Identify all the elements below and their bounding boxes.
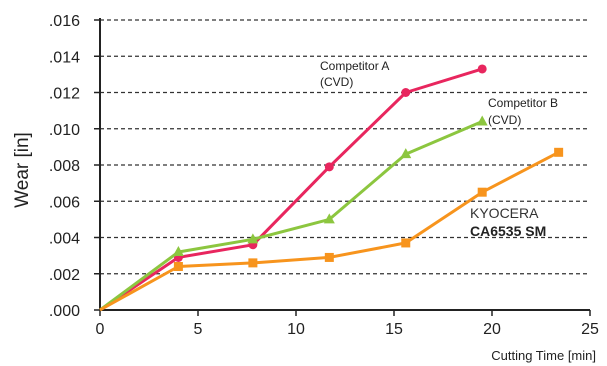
y-tick-labels: .000 .002 .004 .006 .008 .010 .012 .014 .016: [49, 13, 80, 320]
data-point-kyocera: [173, 262, 183, 271]
y-tick-label: .008: [49, 158, 80, 175]
data-point-competitor-b: [172, 246, 184, 256]
x-tick-label: 20: [483, 321, 501, 338]
grid-lines: [100, 19, 590, 275]
y-tick-label: .006: [49, 194, 80, 211]
data-point-competitor-b: [400, 148, 412, 159]
data-point-kyocera: [477, 187, 487, 197]
series-label-competitor-a: Competitor A: [320, 59, 389, 73]
data-point-kyocera: [554, 147, 564, 157]
y-axis-title: Wear [in]: [12, 132, 33, 208]
data-point-competitor-a: [401, 88, 411, 97]
series-line-competitor-a: [99, 67, 483, 312]
x-axis-title: Cutting Time [min]: [491, 348, 596, 363]
series-line-competitor-b: [99, 120, 483, 312]
data-point-competitor-b: [476, 115, 488, 126]
data-point-kyocera: [248, 258, 258, 268]
series-lines: [99, 64, 564, 312]
x-tick-label: 15: [385, 321, 403, 338]
y-tick-label: .016: [49, 13, 80, 30]
axes: [94, 18, 591, 316]
data-point-kyocera: [324, 252, 334, 262]
x-tick-label: 25: [581, 321, 599, 338]
series-label-competitor-b-sub: (CVD): [488, 113, 521, 127]
series-label-kyocera: KYOCERA: [470, 205, 539, 221]
y-tick-label: .014: [49, 49, 80, 66]
series-label-competitor-a-sub: (CVD): [320, 75, 353, 89]
series-label-competitor-b: Competitor B: [488, 96, 558, 110]
y-tick-label: .004: [49, 231, 80, 248]
data-point-competitor-b: [323, 213, 335, 224]
series-label-kyocera-grade: CA6535 SM: [470, 223, 546, 239]
x-tick-label: 5: [194, 321, 203, 338]
data-point-competitor-b: [247, 233, 259, 244]
y-tick-label: .012: [49, 86, 80, 103]
x-tick-labels: 0 5 10 15 20 25: [96, 321, 599, 338]
data-point-competitor-a: [324, 162, 334, 172]
y-tick-label: .002: [49, 267, 80, 284]
data-point-kyocera: [401, 238, 411, 248]
y-tick-label: .010: [49, 122, 80, 139]
x-tick-label: 10: [287, 321, 305, 338]
x-tick-label: 0: [96, 321, 105, 338]
data-point-competitor-a: [477, 64, 487, 74]
y-tick-label: .000: [49, 303, 80, 320]
